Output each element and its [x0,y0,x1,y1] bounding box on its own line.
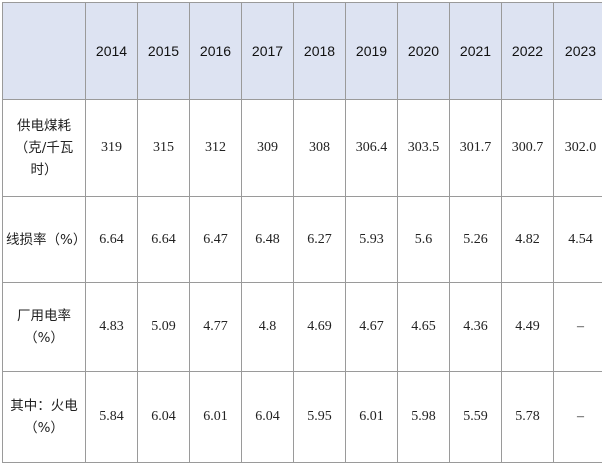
table-cell: 5.26 [449,196,502,283]
table-row: 其中：火电（%） 5.84 6.04 6.01 6.04 5.95 6.01 5… [2,371,602,463]
table-cell: 6.47 [189,196,242,283]
year-header: 2019 [345,2,398,100]
table-cell: 6.04 [137,371,190,463]
table-cell: 6.27 [293,196,346,283]
table-cell: 300.7 [501,99,554,197]
table-cell: 6.01 [189,371,242,463]
row-label: 厂用电率（%） [2,282,86,372]
table-cell: 5.78 [501,371,554,463]
table-cell: 5.95 [293,371,346,463]
table-cell: 6.64 [137,196,190,283]
corner-cell [2,2,86,100]
year-header: 2016 [189,2,242,100]
year-header: 2023 [553,2,602,100]
table-row: 线损率（%） 6.64 6.64 6.47 6.48 6.27 5.93 5.6… [2,196,602,283]
table-cell: 5.59 [449,371,502,463]
table-cell: – [553,282,602,372]
table-cell: 4.82 [501,196,554,283]
table-cell: 6.64 [85,196,138,283]
table-cell: 303.5 [397,99,450,197]
table-cell: 306.4 [345,99,398,197]
year-header: 2018 [293,2,346,100]
year-header: 2022 [501,2,554,100]
table-cell: 4.67 [345,282,398,372]
table-cell: 315 [137,99,190,197]
table-cell: 4.69 [293,282,346,372]
table-cell: 6.48 [241,196,294,283]
table-cell: 309 [241,99,294,197]
year-header: 2017 [241,2,294,100]
header-row: 2014 2015 2016 2017 2018 2019 2020 2021 … [2,2,602,100]
table-cell: 5.6 [397,196,450,283]
table-cell: – [553,371,602,463]
table-cell: 4.54 [553,196,602,283]
table-cell: 4.65 [397,282,450,372]
year-header: 2015 [137,2,190,100]
table-cell: 4.36 [449,282,502,372]
table-cell: 6.04 [241,371,294,463]
table-cell: 319 [85,99,138,197]
table-cell: 5.93 [345,196,398,283]
table-cell: 301.7 [449,99,502,197]
table-cell: 4.83 [85,282,138,372]
row-label: 供电煤耗（克/千瓦时） [2,99,86,197]
row-label: 线损率（%） [2,196,86,283]
year-header: 2021 [449,2,502,100]
table-cell: 6.01 [345,371,398,463]
table-cell: 4.77 [189,282,242,372]
table-cell: 302.0 [553,99,602,197]
year-header: 2020 [397,2,450,100]
table-row: 供电煤耗（克/千瓦时） 319 315 312 309 308 306.4 30… [2,99,602,197]
table-cell: 308 [293,99,346,197]
year-header: 2014 [85,2,138,100]
table-cell: 4.49 [501,282,554,372]
row-label: 其中：火电（%） [2,371,86,463]
table-cell: 5.84 [85,371,138,463]
table-cell: 4.8 [241,282,294,372]
table-cell: 5.09 [137,282,190,372]
table-cell: 5.98 [397,371,450,463]
table-row: 厂用电率（%） 4.83 5.09 4.77 4.8 4.69 4.67 4.6… [2,282,602,372]
table-cell: 312 [189,99,242,197]
